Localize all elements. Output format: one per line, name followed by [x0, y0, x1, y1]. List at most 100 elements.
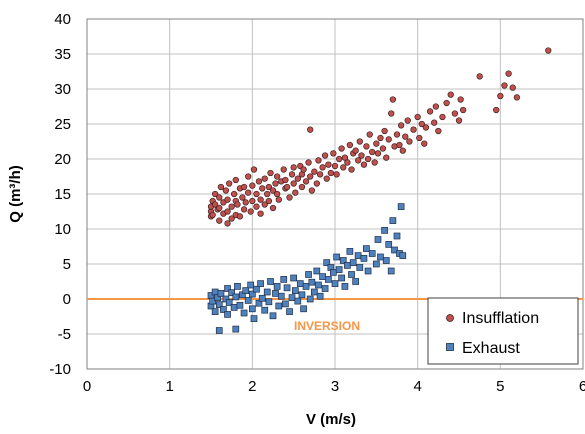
insufflation-point [273, 173, 281, 180]
exhaust-point [263, 288, 271, 296]
insufflation-point [344, 159, 351, 166]
y-tick-label: 25 [54, 116, 71, 133]
insufflation-point [234, 201, 241, 208]
insufflation-point [396, 141, 403, 149]
insufflation-point [264, 190, 271, 198]
y-tick-label: 0 [63, 291, 71, 308]
exhaust-point [217, 290, 225, 297]
insufflation-point [422, 124, 430, 131]
insufflation-point [366, 131, 373, 138]
insufflation-point [388, 110, 395, 117]
exhaust-point [372, 260, 380, 268]
exhaust-point [323, 259, 331, 266]
insufflation-point [261, 175, 268, 182]
insufflation-point [224, 196, 231, 203]
insufflation-point [455, 117, 463, 124]
insufflation-point [369, 148, 376, 156]
exhaust-point [228, 289, 236, 297]
exhaust-point [313, 267, 321, 275]
exhaust-point [244, 297, 252, 304]
exhaust-point [325, 276, 332, 283]
insufflation-point [319, 164, 326, 171]
insufflation-point [393, 131, 401, 138]
exhaust-point [349, 259, 357, 266]
exhaust-point [258, 294, 266, 302]
exhaust-point [273, 283, 281, 290]
legend-insufflation-label: Insufflation [462, 310, 539, 327]
insufflation-point [216, 217, 223, 224]
x-axis-tick-labels: 0 1 2 3 4 5 6 [83, 378, 585, 395]
insufflation-point [305, 159, 312, 166]
exhaust-point [315, 281, 322, 289]
insufflation-point [240, 183, 248, 191]
exhaust-point [364, 267, 372, 275]
insufflation-point [331, 162, 339, 170]
exhaust-point [230, 304, 238, 311]
insufflation-point [447, 91, 454, 98]
exhaust-point [286, 308, 293, 315]
x-tick-label: 1 [165, 378, 173, 395]
insufflation-point [224, 208, 231, 215]
insufflation-point [399, 147, 406, 154]
insufflation-point [363, 143, 370, 150]
insufflation-point [280, 166, 287, 173]
y-axis-title: Q (m³/h) [7, 165, 24, 223]
exhaust-point [339, 257, 347, 264]
insufflation-point [283, 183, 291, 191]
insufflation-point [242, 199, 249, 206]
insufflation-point [340, 164, 347, 171]
exhaust-point [261, 306, 269, 314]
exhaust-point [393, 232, 401, 240]
insufflation-point [505, 70, 512, 77]
exhaust-point [389, 217, 397, 224]
exhaust-point [232, 325, 240, 333]
insufflation-point [439, 113, 446, 121]
insufflation-point [247, 208, 254, 215]
insufflation-point [346, 141, 354, 149]
exhaust-point [352, 278, 360, 285]
exhaust-point [341, 283, 349, 290]
exhaust-point [391, 246, 398, 254]
exhaust-point [294, 297, 302, 305]
legend-exhaust-marker [446, 343, 454, 351]
exhaust-point [321, 285, 329, 292]
insufflation-point [497, 92, 504, 100]
insufflation-point [379, 145, 387, 152]
insufflation-point [323, 175, 330, 182]
insufflation-point [307, 173, 314, 180]
exhaust-point [269, 312, 277, 320]
insufflation-point [298, 183, 306, 191]
insufflation-point [230, 190, 238, 198]
insufflation-point [224, 220, 231, 227]
y-tick-label: -5 [58, 326, 71, 343]
insufflation-point [245, 189, 252, 196]
insufflation-point [327, 169, 335, 177]
insufflation-point [269, 204, 277, 212]
insufflation-point [308, 187, 316, 194]
insufflation-point [333, 171, 340, 178]
insufflation-point [330, 150, 337, 157]
insufflation-point [209, 211, 216, 219]
insufflation-point [232, 176, 239, 184]
exhaust-point [215, 301, 223, 308]
insufflation-point [216, 204, 223, 212]
insufflation-point [406, 138, 413, 145]
insufflation-point [211, 190, 219, 198]
insufflation-point [509, 84, 516, 91]
insufflation-point [315, 157, 322, 164]
insufflation-point [321, 152, 329, 159]
insufflation-point [269, 187, 277, 194]
insufflation-point [459, 106, 467, 114]
exhaust-point [234, 283, 241, 290]
insufflation-point [389, 96, 397, 103]
y-tick-label: 15 [54, 186, 71, 203]
insufflation-point [402, 133, 409, 140]
insufflation-point [267, 169, 274, 177]
exhaust-point [290, 274, 298, 282]
exhaust-point [310, 288, 318, 296]
insufflation-point [501, 82, 508, 89]
x-tick-label: 4 [413, 378, 421, 395]
insufflation-point [432, 103, 440, 110]
insufflation-point [228, 203, 235, 210]
